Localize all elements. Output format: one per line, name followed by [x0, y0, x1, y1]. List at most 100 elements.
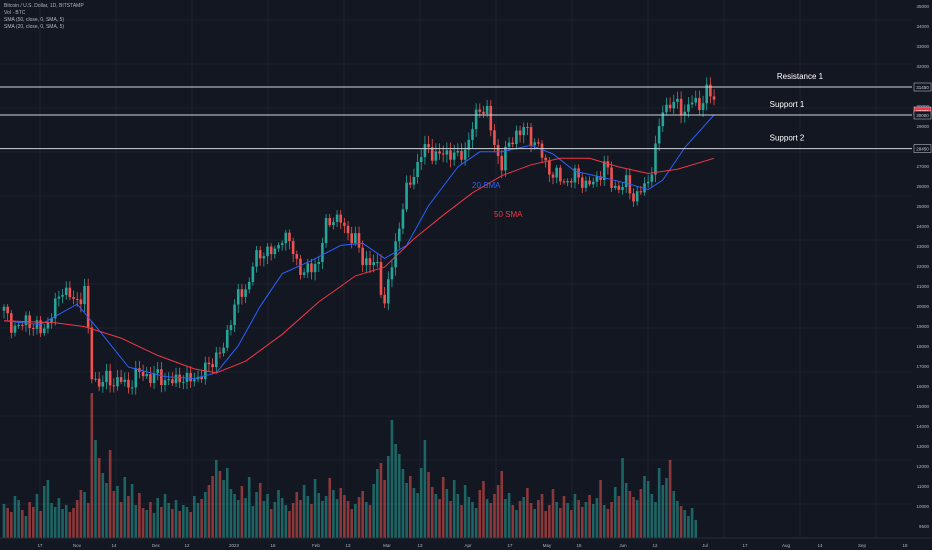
candle-body [277, 245, 280, 249]
volume-bar [540, 494, 544, 538]
candle-body [452, 152, 456, 160]
candle-body [357, 233, 361, 248]
volume-bar [599, 480, 602, 538]
candle-body [365, 258, 368, 266]
y-tick-label: 23000 [916, 244, 929, 249]
volume-bar [489, 503, 493, 538]
candle-body [419, 157, 423, 163]
volume-bar [683, 510, 687, 538]
volume-bar [591, 504, 595, 538]
volume-bar [185, 507, 189, 538]
volume-bar [401, 469, 405, 538]
volume-bar [419, 468, 423, 538]
candle-body [416, 162, 419, 177]
x-tick-label: 14 [111, 543, 117, 548]
candle-body [247, 281, 251, 290]
candle-body [376, 262, 379, 264]
candle-body [683, 111, 687, 115]
volume-bar [639, 489, 643, 538]
volume-bar [654, 502, 657, 538]
volume-bar [559, 508, 562, 538]
volume-bar [467, 497, 471, 538]
volume-bar [346, 501, 350, 538]
candle-body [214, 352, 218, 368]
volume-bar [251, 506, 255, 538]
volume-bar [127, 496, 130, 538]
candle-body [57, 296, 61, 299]
price-label-box [913, 144, 932, 153]
candle-body [613, 185, 617, 188]
volume-bar [580, 507, 584, 538]
candle-body [515, 130, 518, 145]
volume-bar [24, 516, 28, 538]
volume-bar [163, 494, 167, 538]
volume-bar [6, 508, 9, 538]
volume-bar [72, 508, 75, 538]
symbol-title: Bitcoin / U.S. Dollar, 1D, BITSTAMP [4, 3, 84, 9]
volume-bar [94, 440, 97, 538]
candle-body [156, 369, 160, 374]
volume-bar [53, 507, 57, 538]
candle-body [580, 177, 584, 188]
time-axis[interactable]: 17 Nov 14 Dec 12 2023 16 Feb 13 Mar 13 Apr 17 May 15 Ju… [0, 537, 932, 548]
volume-bar [101, 473, 105, 538]
volume-bar [324, 496, 328, 538]
candle-body [701, 103, 705, 111]
candle-body [591, 181, 595, 185]
x-tick-label: 12 [184, 543, 190, 548]
candle-body [588, 180, 591, 185]
candle-body [317, 262, 321, 264]
candle-body [280, 243, 284, 246]
candle-body [518, 130, 522, 136]
x-tick-label: Sep [858, 543, 867, 548]
volume-bar [354, 504, 357, 538]
x-tick-label: 18 [902, 543, 908, 548]
candle-body [339, 214, 343, 223]
volume-bar [90, 393, 94, 538]
y-tick-label: 21000 [916, 284, 929, 289]
volume-bar [643, 476, 646, 538]
volume-bar [485, 499, 489, 538]
candle-body [430, 147, 434, 161]
volume-bar [397, 454, 401, 538]
volume-bar [61, 509, 64, 538]
y-tick-label: 9500 [919, 524, 930, 529]
volume-bar [160, 507, 163, 538]
candle-body [672, 101, 676, 109]
y-tick-label: 32000 [916, 64, 929, 69]
candle-body [500, 155, 504, 171]
y-tick-label: 10000 [916, 504, 929, 509]
candle-body [570, 181, 573, 183]
volume-bar [302, 485, 306, 538]
volume-bar [628, 491, 632, 538]
volume-bar [57, 498, 61, 538]
price-axis[interactable]: 3500034000330003200031000300002900028000… [913, 4, 932, 529]
volume-bar [313, 479, 317, 538]
candle-body [145, 374, 149, 377]
candle-body [526, 127, 529, 129]
volume-bar [310, 504, 313, 538]
volume-bar [42, 486, 46, 538]
level-label: Support 2 [770, 134, 805, 143]
volume-bar [64, 505, 68, 538]
volume-bar [387, 456, 390, 538]
candle-body [116, 377, 119, 387]
candle-body [529, 127, 533, 146]
candle-body [258, 250, 262, 259]
candle-body [225, 329, 229, 348]
candle-body [101, 382, 105, 387]
candle-body [321, 242, 324, 263]
volume-bar [610, 502, 613, 538]
volume-bar [236, 500, 240, 538]
candle-body [445, 150, 449, 155]
volume-bar [174, 500, 178, 538]
candle-body [94, 378, 97, 380]
candle-body [478, 109, 482, 112]
y-tick-label: 19000 [916, 324, 929, 329]
candle-body [178, 374, 181, 383]
candle-body [130, 387, 134, 389]
annotation-20-sma: 20 SMA [472, 181, 501, 190]
candle-body [496, 144, 500, 156]
candle-body [160, 369, 163, 386]
